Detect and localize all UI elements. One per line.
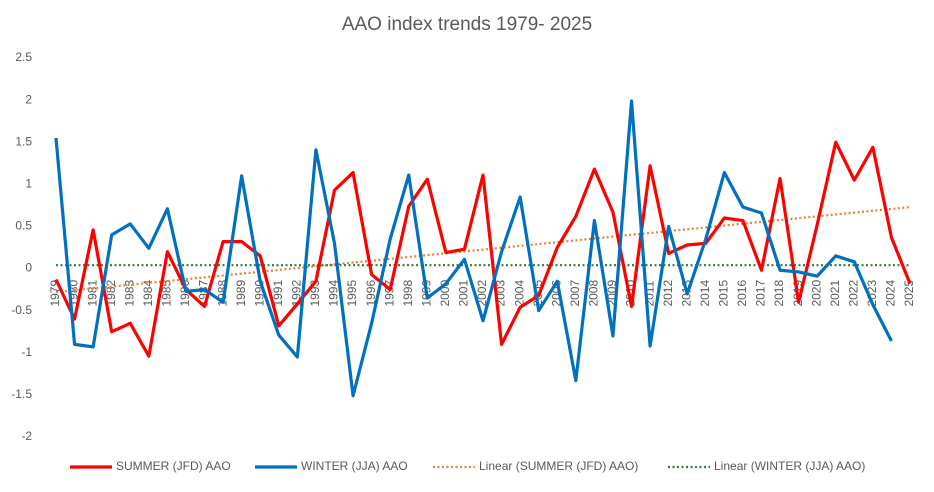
y-tick-label: 2 bbox=[25, 92, 32, 106]
x-tick-label: 1984 bbox=[141, 280, 155, 307]
y-tick-label: 1 bbox=[25, 177, 32, 191]
x-tick-label: 2020 bbox=[809, 280, 823, 307]
x-tick-label: 2007 bbox=[568, 280, 582, 307]
x-tick-label: 2004 bbox=[512, 280, 526, 307]
x-tick-label: 2001 bbox=[457, 280, 471, 307]
y-tick-label: 0.5 bbox=[15, 219, 32, 233]
y-tick-label: 2.5 bbox=[15, 50, 32, 64]
x-tick-label: 1981 bbox=[85, 280, 99, 307]
y-tick-label: 0 bbox=[25, 261, 32, 275]
x-tick-label: 1985 bbox=[160, 280, 174, 307]
trendline bbox=[55, 205, 911, 294]
chart-title: AAO index trends 1979- 2025 bbox=[342, 14, 592, 35]
y-tick-label: -1.5 bbox=[11, 387, 32, 401]
x-tick-label: 1995 bbox=[345, 280, 359, 307]
x-tick-label: 2002 bbox=[475, 280, 489, 307]
x-tick-label: 2024 bbox=[884, 280, 898, 307]
y-tick-label: 1.5 bbox=[15, 134, 32, 148]
x-tick-label: 2022 bbox=[846, 280, 860, 307]
y-tick-label: -1 bbox=[21, 345, 32, 359]
x-tick-label: 2014 bbox=[698, 280, 712, 307]
series-line bbox=[54, 99, 893, 398]
x-tick-label: 1994 bbox=[327, 280, 341, 307]
legend-label: Linear (SUMMER (JFD) AAO) bbox=[479, 459, 638, 473]
x-tick-label: 2008 bbox=[587, 280, 601, 307]
x-tick-label: 1998 bbox=[401, 280, 415, 307]
legend-label: SUMMER (JFD) AAO bbox=[116, 459, 231, 473]
x-tick-label: 1979 bbox=[48, 280, 62, 307]
x-tick-label: 2016 bbox=[735, 280, 749, 307]
x-tick-label: 2021 bbox=[828, 280, 842, 307]
x-tick-label: 2025 bbox=[902, 280, 916, 307]
series-line bbox=[54, 140, 912, 358]
x-tick-label: 1991 bbox=[271, 280, 285, 307]
y-tick-label: -0.5 bbox=[11, 303, 32, 317]
x-tick-label: 1989 bbox=[234, 280, 248, 307]
x-tick-label: 2018 bbox=[772, 280, 786, 307]
legend-label: WINTER (JJA) AAO bbox=[301, 459, 408, 473]
x-tick-label: 2017 bbox=[754, 280, 768, 307]
x-tick-label: 2023 bbox=[865, 280, 879, 307]
x-tick-label: 1996 bbox=[364, 280, 378, 307]
x-tick-label: 1986 bbox=[178, 280, 192, 307]
x-tick-label: 2012 bbox=[661, 280, 675, 307]
x-tick-label: 1983 bbox=[122, 280, 136, 307]
y-tick-label: -2 bbox=[21, 429, 32, 443]
legend-label: Linear (WINTER (JJA) AAO) bbox=[714, 459, 865, 473]
x-tick-label: 2015 bbox=[717, 280, 731, 307]
